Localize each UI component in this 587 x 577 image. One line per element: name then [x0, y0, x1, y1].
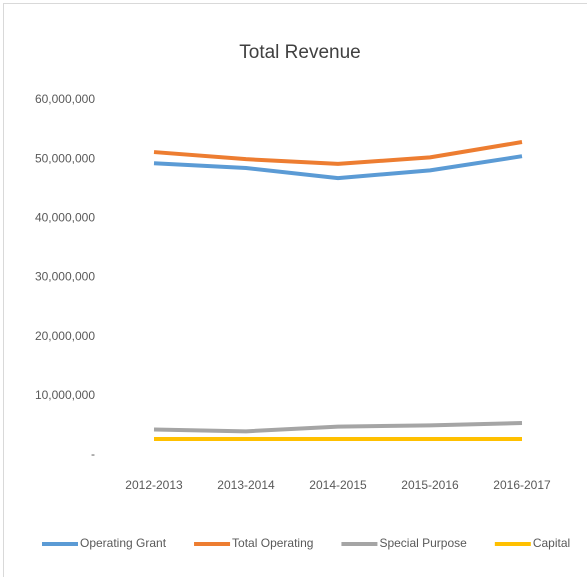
y-tick-label: - — [91, 447, 95, 461]
x-tick-label: 2014-2015 — [309, 478, 367, 492]
x-tick-label: 2015-2016 — [401, 478, 459, 492]
y-tick-label: 10,000,000 — [35, 388, 95, 402]
x-tick-label: 2013-2014 — [217, 478, 275, 492]
legend-label: Total Operating — [232, 536, 313, 550]
chart-title: Total Revenue — [239, 42, 360, 63]
y-tick-label: 60,000,000 — [35, 92, 95, 106]
x-tick-label: 2012-2013 — [125, 478, 183, 492]
series-line — [153, 421, 523, 434]
x-tick-label: 2016-2017 — [493, 478, 551, 492]
legend-label: Operating Grant — [80, 536, 167, 550]
y-tick-label: 40,000,000 — [35, 211, 95, 225]
chart-frame — [3, 3, 587, 577]
legend-label: Capital — [533, 536, 570, 550]
y-tick-label: 50,000,000 — [35, 151, 95, 165]
series-line — [153, 140, 523, 166]
series-line — [153, 154, 523, 181]
y-tick-label: 30,000,000 — [35, 270, 95, 284]
y-tick-label: 20,000,000 — [35, 329, 95, 343]
legend-label: Special Purpose — [379, 536, 467, 550]
